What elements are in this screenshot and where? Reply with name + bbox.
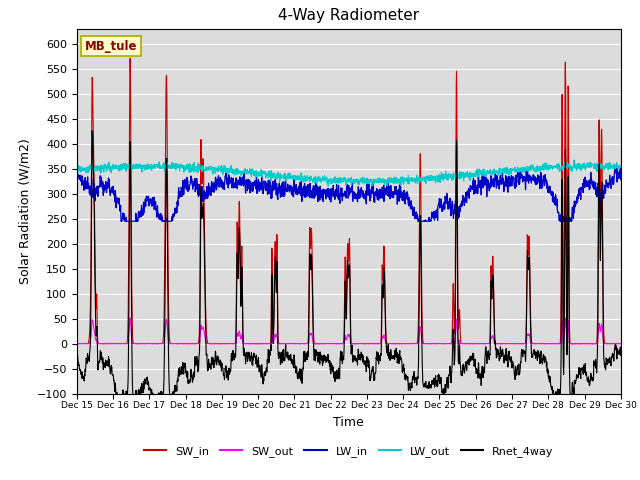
Rnet_4way [617,353,625,359]
LW_out [383,183,391,189]
LW_in [376,189,384,195]
Legend: SW_in, SW_out, LW_in, LW_out, Rnet_4way: SW_in, SW_out, LW_in, LW_out, Rnet_4way [140,441,558,461]
Rnet_4way [365,358,372,364]
LW_in [225,175,232,180]
LW_in [73,172,81,178]
LW_in [365,187,372,192]
SW_out [617,341,625,347]
LW_out [225,166,232,172]
SW_out [447,341,455,347]
SW_out [73,341,81,347]
SW_in [584,341,592,347]
Rnet_4way [377,351,385,357]
SW_out [584,341,592,347]
Rnet_4way [225,372,233,378]
LW_out [617,165,625,170]
SW_out [365,341,372,347]
Line: LW_in: LW_in [77,168,621,221]
LW_in [569,214,577,219]
SW_in [507,341,515,347]
Line: SW_out: SW_out [77,318,621,344]
LW_in [507,176,515,182]
Y-axis label: Solar Radiation (W/m2): Solar Radiation (W/m2) [18,138,31,284]
Line: LW_out: LW_out [77,160,621,186]
Rnet_4way [118,413,125,419]
SW_in [365,341,372,347]
Title: 4-Way Radiometer: 4-Way Radiometer [278,9,419,24]
SW_in [225,341,232,347]
Rnet_4way [508,355,515,360]
LW_out [570,157,578,163]
LW_in [117,218,125,224]
SW_in [617,341,625,347]
LW_out [507,171,515,177]
Rnet_4way [73,354,81,360]
LW_in [584,179,592,185]
LW_out [73,168,81,174]
Line: Rnet_4way: Rnet_4way [77,131,621,416]
SW_in [126,55,134,61]
Rnet_4way [570,386,577,392]
SW_out [376,341,384,347]
LW_in [612,165,620,170]
SW_out [570,341,577,347]
Line: SW_in: SW_in [77,58,621,344]
LW_in [617,177,625,182]
SW_out [126,315,134,321]
X-axis label: Time: Time [333,416,364,429]
SW_in [376,341,384,347]
LW_out [365,180,372,186]
SW_out [225,341,232,347]
Rnet_4way [584,376,592,382]
LW_out [569,164,577,169]
Text: MB_tule: MB_tule [85,40,138,53]
LW_out [376,177,384,182]
SW_in [569,341,577,347]
Rnet_4way [88,128,96,134]
SW_in [73,341,81,347]
SW_out [508,341,515,347]
LW_out [584,163,592,169]
